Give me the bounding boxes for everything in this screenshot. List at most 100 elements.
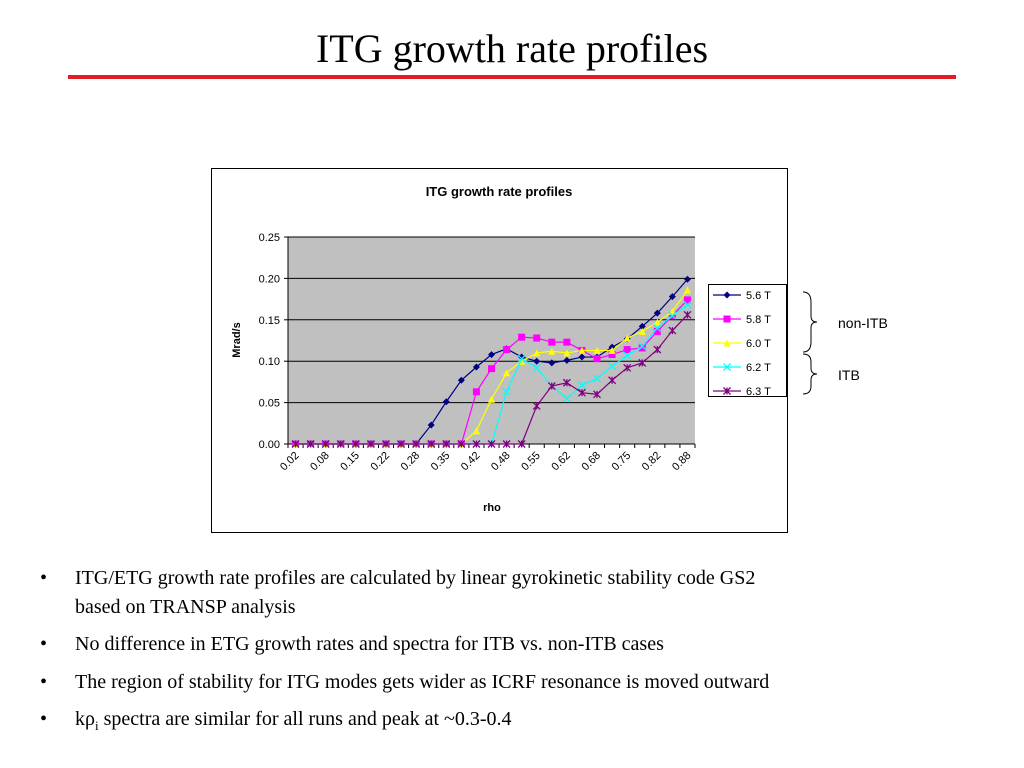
marker: [683, 275, 691, 283]
marker: [442, 440, 451, 448]
marker: [533, 334, 541, 342]
marker: [442, 398, 450, 406]
marker: [472, 388, 480, 396]
marker: [593, 390, 601, 399]
brace: [802, 353, 818, 395]
marker: [638, 322, 646, 330]
marker: [683, 286, 691, 294]
y-tick-label: 0.05: [259, 398, 280, 410]
marker: [503, 346, 511, 354]
marker: [668, 293, 676, 301]
legend-label: 6.0 T: [746, 338, 771, 350]
marker: [577, 388, 586, 397]
marker: [503, 369, 511, 377]
annotation: ITB: [838, 367, 860, 383]
marker: [532, 401, 541, 410]
marker: [623, 363, 632, 372]
marker: [623, 334, 631, 342]
marker: [638, 327, 646, 335]
legend-label: 6.3 T: [746, 386, 771, 398]
marker: [668, 311, 677, 320]
marker: [723, 291, 731, 299]
title-rule: [68, 75, 956, 79]
marker: [563, 349, 571, 357]
y-tick-label: 0.10: [259, 356, 280, 368]
marker: [593, 374, 601, 383]
marker: [533, 349, 541, 357]
marker: [593, 355, 601, 363]
marker: [472, 363, 480, 371]
marker: [321, 440, 330, 448]
bullet-text: kρi spectra are similar for all runs and…: [75, 708, 512, 733]
marker: [683, 310, 692, 319]
marker: [472, 440, 481, 448]
bullet-dot: •: [40, 708, 47, 730]
marker: [723, 339, 731, 347]
x-axis-label: rho: [483, 502, 501, 514]
marker: [291, 440, 300, 448]
marker: [638, 342, 647, 351]
marker: [457, 440, 466, 448]
marker: [683, 296, 691, 304]
legend: [708, 284, 787, 397]
marker: [427, 421, 435, 429]
marker: [518, 333, 526, 341]
marker: [366, 440, 375, 448]
marker: [653, 318, 661, 326]
marker: [427, 440, 436, 448]
marker: [638, 358, 647, 367]
marker: [548, 338, 556, 346]
marker: [488, 351, 495, 359]
marker: [397, 440, 406, 448]
marker: [653, 345, 662, 354]
marker: [608, 346, 616, 354]
brace: [802, 291, 818, 353]
marker: [563, 356, 571, 364]
y-tick-label: 0.25: [259, 232, 280, 244]
marker: [623, 351, 632, 360]
marker: [723, 315, 731, 323]
marker: [563, 338, 571, 346]
marker: [638, 344, 646, 352]
marker: [653, 324, 662, 333]
marker: [608, 351, 616, 359]
marker: [723, 363, 731, 371]
marker: [517, 354, 526, 363]
marker: [351, 440, 360, 448]
legend-label: 5.8 T: [746, 314, 771, 326]
marker: [457, 376, 465, 384]
marker: [502, 440, 511, 448]
marker: [723, 387, 731, 395]
bullet-text: The region of stability for ITG modes ge…: [75, 671, 769, 693]
bullet-text: No difference in ETG growth rates and sp…: [75, 633, 664, 655]
marker: [562, 378, 571, 387]
legend-label: 5.6 T: [746, 290, 771, 302]
marker: [488, 365, 495, 373]
marker: [336, 440, 345, 448]
marker: [668, 326, 677, 335]
marker: [548, 347, 556, 355]
marker: [577, 381, 586, 390]
marker: [488, 395, 495, 403]
bullet-dot: •: [40, 567, 47, 589]
bullet-part: kρ: [75, 708, 95, 730]
marker: [412, 440, 421, 448]
marker: [653, 327, 661, 335]
marker: [533, 357, 541, 365]
marker: [608, 362, 617, 371]
marker: [548, 359, 556, 367]
chart-title: ITG growth rate profiles: [426, 184, 573, 199]
marker: [532, 363, 541, 372]
y-tick-label: 0.00: [259, 439, 280, 451]
bullet-text: ITG/ETG growth rate profiles are calcula…: [75, 567, 755, 589]
legend-label: 6.2 T: [746, 362, 771, 374]
bullet-dot: •: [40, 633, 47, 655]
marker: [547, 382, 556, 390]
marker: [306, 440, 315, 448]
annotation: non-ITB: [838, 315, 888, 331]
y-tick-label: 0.15: [259, 315, 280, 327]
marker: [578, 353, 586, 361]
marker: [487, 440, 496, 448]
